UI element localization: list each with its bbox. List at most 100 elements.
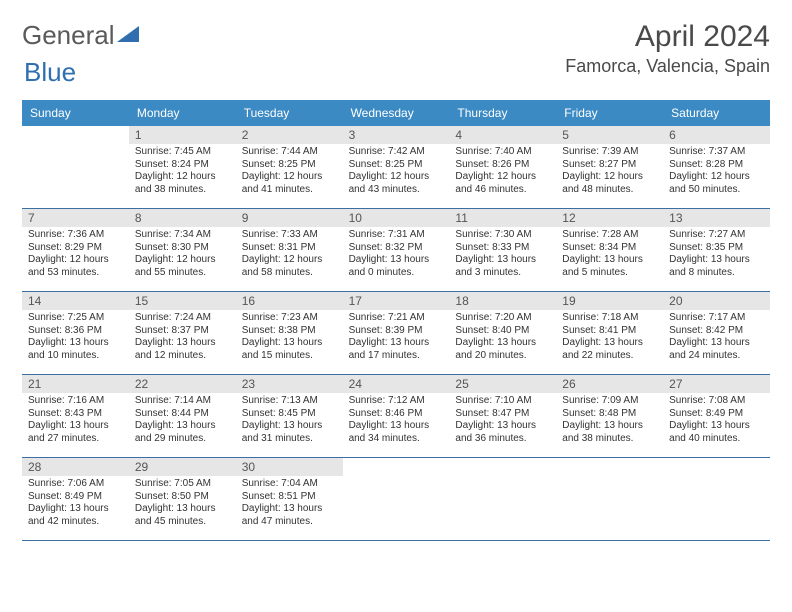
day-cell: 15Sunrise: 7:24 AMSunset: 8:37 PMDayligh… bbox=[129, 292, 236, 374]
sunrise-text: Sunrise: 7:14 AM bbox=[135, 395, 230, 408]
sunrise-text: Sunrise: 7:05 AM bbox=[135, 478, 230, 491]
day-body: Sunrise: 7:14 AMSunset: 8:44 PMDaylight:… bbox=[129, 393, 236, 449]
day-number: 22 bbox=[135, 377, 230, 391]
sunset-text: Sunset: 8:26 PM bbox=[455, 159, 550, 172]
day-number: 30 bbox=[242, 460, 337, 474]
week-row: 1 Sunrise: 7:45 AMSunset: 8:24 PM Daylight… bbox=[22, 126, 770, 209]
day-cell: 9Sunrise: 7:33 AMSunset: 8:31 PMDaylight… bbox=[236, 209, 343, 291]
day-body: Sunrise: 7:06 AMSunset: 8:49 PMDaylight:… bbox=[22, 476, 129, 532]
daylight-text: Daylight: 13 hours and 3 minutes. bbox=[455, 254, 550, 279]
daylight-text: Daylight: 13 hours and 12 minutes. bbox=[135, 337, 230, 362]
day-cell: 23Sunrise: 7:13 AMSunset: 8:45 PMDayligh… bbox=[236, 375, 343, 457]
sunrise-text: Sunrise: 7:45 AM bbox=[135, 146, 230, 159]
day-number: 26 bbox=[562, 377, 657, 391]
day-number: 1 bbox=[135, 128, 230, 142]
day-cell: 12 Sunrise: 7:28 AMSunset: 8:34 PMDayligh… bbox=[556, 209, 663, 291]
day-number: 3 bbox=[349, 128, 444, 142]
sunrise-text: Sunrise: 7:28 AM bbox=[562, 229, 657, 242]
day-number: 17 bbox=[349, 294, 444, 308]
sunrise-text: Sunrise: 7:37 AM bbox=[669, 146, 764, 159]
sunrise-text: Sunrise: 7:33 AM bbox=[242, 229, 337, 242]
sunrise-text: Sunrise: 7:04 AM bbox=[242, 478, 337, 491]
day-number: 18 bbox=[455, 294, 550, 308]
sunset-text: Sunset: 8:40 PM bbox=[455, 325, 550, 338]
day-number: 2 bbox=[242, 128, 337, 142]
day-cell: 18 Sunrise: 7:20 AMSunset: 8:40 PMDayligh… bbox=[449, 292, 556, 374]
day-body: Sunrise: 7:28 AMSunset: 8:34 PMDaylight:… bbox=[556, 227, 663, 283]
daylight-text: Daylight: 12 hours and 41 minutes. bbox=[242, 171, 337, 196]
day-cell bbox=[343, 458, 450, 540]
daylight-text: Daylight: 13 hours and 5 minutes. bbox=[562, 254, 657, 279]
location-subtitle: Famorca, Valencia, Spain bbox=[565, 56, 770, 77]
day-body: Sunrise: 7:37 AMSunset: 8:28 PMDaylight:… bbox=[663, 144, 770, 200]
daylight-text: Daylight: 13 hours and 42 minutes. bbox=[28, 503, 123, 528]
daylight-text: Daylight: 12 hours and 48 minutes. bbox=[562, 171, 657, 196]
day-cell: 17Sunrise: 7:21 AMSunset: 8:39 PMDayligh… bbox=[343, 292, 450, 374]
day-body: Sunrise: 7:34 AMSunset: 8:30 PMDaylight:… bbox=[129, 227, 236, 283]
day-number-wrap: 29 bbox=[129, 458, 236, 476]
day-body: Sunrise: 7:04 AMSunset: 8:51 PMDaylight:… bbox=[236, 476, 343, 532]
daylight-text: Daylight: 13 hours and 17 minutes. bbox=[349, 337, 444, 362]
day-cell: 30 Sunrise: 7:04 AMSunset: 8:51 PMDayligh… bbox=[236, 458, 343, 540]
daylight-text: Daylight: 13 hours and 8 minutes. bbox=[669, 254, 764, 279]
day-body bbox=[22, 130, 129, 136]
brand-word2: Blue bbox=[24, 57, 76, 87]
daylight-text: Daylight: 13 hours and 15 minutes. bbox=[242, 337, 337, 362]
day-number: 11 bbox=[455, 211, 550, 225]
sunset-text: Sunset: 8:27 PM bbox=[562, 159, 657, 172]
day-number: 23 bbox=[242, 377, 337, 391]
day-number-wrap: 28 bbox=[22, 458, 129, 476]
day-cell: 16Sunrise: 7:23 AMSunset: 8:38 PMDayligh… bbox=[236, 292, 343, 374]
day-body: Sunrise: 7:10 AMSunset: 8:47 PMDaylight:… bbox=[449, 393, 556, 449]
sunset-text: Sunset: 8:47 PM bbox=[455, 408, 550, 421]
sunrise-text: Sunrise: 7:18 AM bbox=[562, 312, 657, 325]
day-cell: 28Sunrise: 7:06 AMSunset: 8:49 PMDayligh… bbox=[22, 458, 129, 540]
day-number: 29 bbox=[135, 460, 230, 474]
day-number: 25 bbox=[455, 377, 550, 391]
sunrise-text: Sunrise: 7:06 AM bbox=[28, 478, 123, 491]
day-cell bbox=[663, 458, 770, 540]
day-cell: 3Sunrise: 7:42 AMSunset: 8:25 PMDaylight… bbox=[343, 126, 450, 208]
day-cell: 13Sunrise: 7:27 AMSunset: 8:35 PMDayligh… bbox=[663, 209, 770, 291]
daylight-text: Daylight: 12 hours and 53 minutes. bbox=[28, 254, 123, 279]
day-number: 14 bbox=[28, 294, 123, 308]
day-cell: 14 Sunrise: 7:25 AMSunset: 8:36 PMDayligh… bbox=[22, 292, 129, 374]
day-number: 27 bbox=[669, 377, 764, 391]
day-number: 9 bbox=[242, 211, 337, 225]
day-body: Sunrise: 7:08 AMSunset: 8:49 PMDaylight:… bbox=[663, 393, 770, 449]
sunset-text: Sunset: 8:25 PM bbox=[349, 159, 444, 172]
sunrise-text: Sunrise: 7:13 AM bbox=[242, 395, 337, 408]
daylight-text: Daylight: 12 hours and 58 minutes. bbox=[242, 254, 337, 279]
day-number: 7 bbox=[28, 211, 123, 225]
daylight-text: Daylight: 13 hours and 40 minutes. bbox=[669, 420, 764, 445]
day-number-wrap: 22 bbox=[129, 375, 236, 393]
sunset-text: Sunset: 8:39 PM bbox=[349, 325, 444, 338]
day-number: 12 bbox=[562, 211, 657, 225]
sunrise-text: Sunrise: 7:36 AM bbox=[28, 229, 123, 242]
day-body: Sunrise: 7:09 AMSunset: 8:48 PMDaylight:… bbox=[556, 393, 663, 449]
day-number: 24 bbox=[349, 377, 444, 391]
sunset-text: Sunset: 8:44 PM bbox=[135, 408, 230, 421]
day-number-wrap: 6 bbox=[663, 126, 770, 144]
dayname-friday: Friday bbox=[556, 100, 663, 126]
day-number-wrap: 26 bbox=[556, 375, 663, 393]
dayname-sunday: Sunday bbox=[22, 100, 129, 126]
day-body: Sunrise: 7:20 AMSunset: 8:40 PMDaylight:… bbox=[449, 310, 556, 366]
daylight-text: Daylight: 13 hours and 31 minutes. bbox=[242, 420, 337, 445]
sunrise-text: Sunrise: 7:34 AM bbox=[135, 229, 230, 242]
dayname-monday: Monday bbox=[129, 100, 236, 126]
sunrise-text: Sunrise: 7:25 AM bbox=[28, 312, 123, 325]
sunrise-text: Sunrise: 7:31 AM bbox=[349, 229, 444, 242]
sunset-text: Sunset: 8:33 PM bbox=[455, 242, 550, 255]
day-body: Sunrise: 7:12 AMSunset: 8:46 PMDaylight:… bbox=[343, 393, 450, 449]
sunset-text: Sunset: 8:36 PM bbox=[28, 325, 123, 338]
day-body: Sunrise: 7:05 AMSunset: 8:50 PMDaylight:… bbox=[129, 476, 236, 532]
sunset-text: Sunset: 8:24 PM bbox=[135, 159, 230, 172]
sunrise-text: Sunrise: 7:42 AM bbox=[349, 146, 444, 159]
day-body: Sunrise: 7:40 AMSunset: 8:26 PMDaylight:… bbox=[449, 144, 556, 200]
day-body: Sunrise: 7:16 AMSunset: 8:43 PMDaylight:… bbox=[22, 393, 129, 449]
day-cell bbox=[449, 458, 556, 540]
day-number-wrap: 3 bbox=[343, 126, 450, 144]
sunset-text: Sunset: 8:32 PM bbox=[349, 242, 444, 255]
day-body: Sunrise: 7:25 AMSunset: 8:36 PMDaylight:… bbox=[22, 310, 129, 366]
